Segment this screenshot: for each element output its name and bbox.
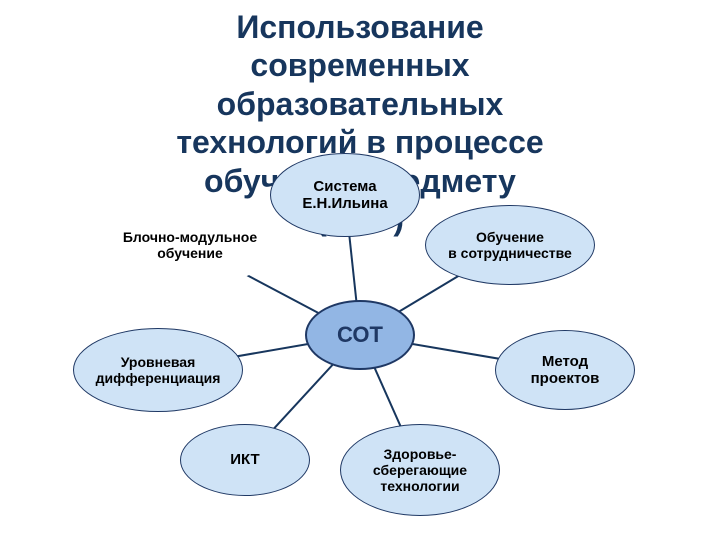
hub-node: СОТ <box>305 300 415 370</box>
node-ikt: ИКТ <box>180 424 310 496</box>
node-projects: Метод проектов <box>495 330 635 410</box>
node-diff: Уровневая дифференциация <box>73 328 243 412</box>
node-ilyina: Система Е.Н.Ильина <box>270 153 420 237</box>
node-health: Здоровье- сберегающие технологии <box>340 424 500 516</box>
node-cooperation: Обучение в сотрудничестве <box>425 205 595 285</box>
node-block: Блочно-модульное обучение <box>100 205 280 285</box>
